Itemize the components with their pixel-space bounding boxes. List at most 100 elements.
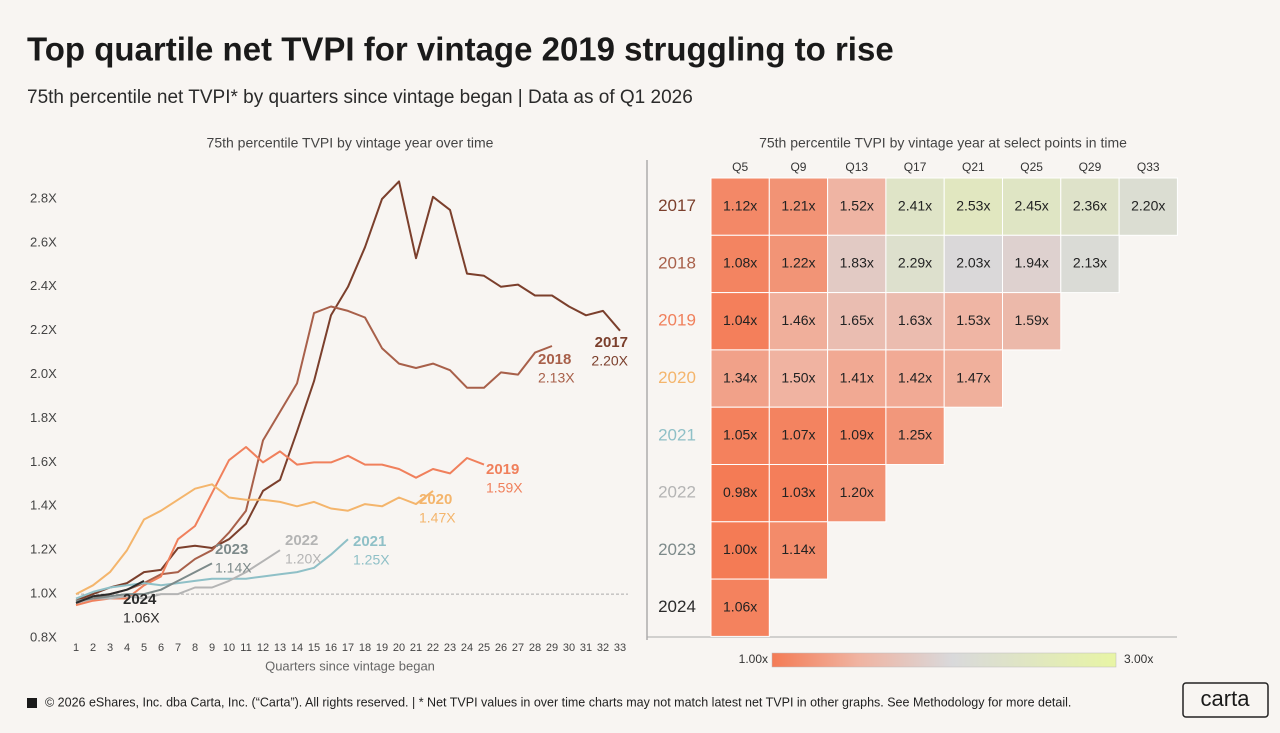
y-tick-label: 1.6X <box>30 454 57 469</box>
cell-label: 2.20x <box>1131 197 1165 213</box>
footer-icon <box>27 698 37 708</box>
y-tick-label: 1.4X <box>30 498 57 513</box>
heatmap-cell <box>1002 177 1062 236</box>
heatmap-cell <box>943 234 1004 294</box>
data-label: 1.14X <box>215 560 252 576</box>
heatmap-cell <box>710 521 770 580</box>
cell-label: 1.06x <box>723 598 757 614</box>
cell-label: 1.09x <box>840 427 874 443</box>
color-bar-label: 3.00x <box>1124 652 1153 666</box>
row-label: 2020 <box>658 368 696 387</box>
heatmap-cell <box>710 464 770 523</box>
data-label: 1.20X <box>285 551 322 567</box>
y-tick-label: 2.2X <box>30 322 57 337</box>
row-label: 2021 <box>658 425 696 444</box>
x-tick-label: 4 <box>124 642 130 654</box>
cell-label: 2.03x <box>956 255 990 271</box>
x-tick-label: 7 <box>175 642 181 654</box>
heatmap-cell <box>1060 234 1120 294</box>
column-label: Q25 <box>1020 160 1043 174</box>
row-label: 2019 <box>658 311 696 330</box>
cell-label: 1.25x <box>898 427 932 443</box>
legend-label: 2022 <box>285 532 318 549</box>
cell-label: 1.00x <box>723 541 757 557</box>
x-tick-label: 21 <box>410 642 422 654</box>
legend-label: 2017 <box>595 334 628 351</box>
cell-label: 1.47x <box>956 369 990 385</box>
series-line <box>75 483 434 595</box>
column-label: Q21 <box>962 160 985 174</box>
data-label: 1.47X <box>419 510 456 526</box>
heatmap-cell <box>710 406 770 466</box>
y-tick-label: 2.0X <box>30 366 57 381</box>
cell-label: 1.12x <box>723 197 757 213</box>
x-tick-label: 12 <box>257 642 269 654</box>
x-tick-label: 33 <box>614 642 626 654</box>
heatmap-cell <box>943 177 1004 236</box>
x-tick-label: 31 <box>580 642 592 654</box>
cell-label: 1.46x <box>781 312 815 328</box>
cell-label: 1.83x <box>840 255 874 271</box>
x-axis-label: Quarters since vintage began <box>265 658 435 673</box>
chart-title: 75th percentile TVPI by vintage year at … <box>759 135 1127 151</box>
cell-label: 1.52x <box>840 197 874 213</box>
heatmap-cell <box>710 234 770 294</box>
series-line <box>75 549 281 604</box>
cell-label: 1.53x <box>956 312 990 328</box>
x-tick-label: 27 <box>512 642 524 654</box>
series-line <box>75 562 213 602</box>
cell-label: 0.98x <box>723 484 757 500</box>
column-label: Q33 <box>1137 160 1160 174</box>
heatmap-cell <box>1002 292 1062 351</box>
color-bar <box>771 652 1117 668</box>
heatmap-cell <box>768 234 829 294</box>
page-title: Top quartile net TVPI for vintage 2019 s… <box>27 31 894 68</box>
legend-label: 2024 <box>123 591 157 608</box>
x-tick-label: 11 <box>240 642 251 654</box>
row-label: 2017 <box>658 196 696 215</box>
cell-label: 1.50x <box>781 369 815 385</box>
heatmap-cell <box>827 464 887 523</box>
legend-label: 2021 <box>353 533 386 550</box>
x-tick-label: 23 <box>444 642 456 654</box>
x-tick-label: 10 <box>223 642 235 654</box>
cell-label: 2.36x <box>1073 197 1107 213</box>
y-tick-label: 2.8X <box>30 190 57 205</box>
legend-label: 2018 <box>538 351 571 368</box>
heatmap-cell <box>768 464 829 523</box>
heatmap-cell <box>827 234 887 294</box>
x-tick-label: 25 <box>478 642 490 654</box>
series-line <box>75 538 349 600</box>
y-tick-label: 2.6X <box>30 234 57 249</box>
cell-label: 1.41x <box>840 369 874 385</box>
heatmap-cell <box>710 578 770 637</box>
heatmap-cell <box>885 406 945 466</box>
cell-label: 1.42x <box>898 369 932 385</box>
cell-label: 1.65x <box>840 312 874 328</box>
legend-label: 2020 <box>419 491 452 508</box>
x-tick-label: 15 <box>308 642 320 654</box>
chart-title: 75th percentile TVPI by vintage year ove… <box>207 135 494 151</box>
x-tick-label: 13 <box>274 642 286 654</box>
cell-label: 1.94x <box>1015 255 1049 271</box>
legend-label: 2019 <box>486 461 519 478</box>
cell-label: 1.34x <box>723 369 757 385</box>
y-tick-label: 1.8X <box>30 410 57 425</box>
row-label: 2018 <box>658 253 696 272</box>
color-bar-label: 1.00x <box>739 652 768 666</box>
cell-label: 1.04x <box>723 312 757 328</box>
y-tick-label: 0.8X <box>30 629 57 644</box>
x-tick-label: 2 <box>90 642 96 654</box>
heatmap-cell <box>768 292 829 351</box>
cell-label: 1.59x <box>1015 312 1049 328</box>
series-line <box>75 305 553 604</box>
x-tick-label: 32 <box>597 642 609 654</box>
x-tick-label: 24 <box>461 642 473 654</box>
data-label: 1.06X <box>123 610 160 626</box>
row-label: 2022 <box>658 483 696 502</box>
heatmap-cell <box>710 349 770 408</box>
x-tick-label: 1 <box>73 642 79 654</box>
x-tick-label: 26 <box>495 642 507 654</box>
data-label: 2.20X <box>591 353 628 369</box>
